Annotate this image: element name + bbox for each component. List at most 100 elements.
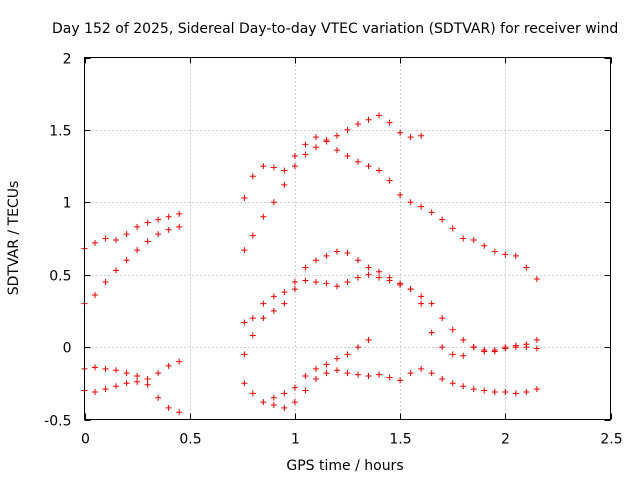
data-point — [386, 277, 393, 284]
data-point — [102, 386, 109, 393]
data-point — [397, 281, 404, 288]
data-point — [333, 248, 340, 255]
data-point — [260, 163, 267, 170]
data-point — [241, 194, 248, 201]
data-point — [312, 134, 319, 141]
data-point — [123, 231, 130, 238]
data-point — [291, 163, 298, 170]
data-point — [323, 361, 330, 368]
data-point — [533, 345, 540, 352]
data-point — [365, 264, 372, 271]
data-point — [344, 152, 351, 159]
data-point — [397, 377, 404, 384]
data-point — [260, 315, 267, 322]
data-point — [260, 399, 267, 406]
data-point — [533, 386, 540, 393]
data-point — [176, 358, 183, 365]
y-tick-label: 1.5 — [49, 124, 71, 140]
data-point — [312, 375, 319, 382]
data-point — [439, 315, 446, 322]
data-point — [155, 216, 162, 223]
data-point — [344, 278, 351, 285]
data-point — [144, 375, 151, 382]
data-point — [428, 329, 435, 336]
data-point — [92, 239, 99, 246]
data-point — [460, 235, 467, 242]
data-point — [113, 267, 120, 274]
data-point — [481, 387, 488, 394]
data-point — [407, 134, 414, 141]
data-point — [302, 264, 309, 271]
data-point — [533, 276, 540, 283]
data-point — [512, 252, 519, 259]
data-point — [241, 319, 248, 326]
data-point — [155, 394, 162, 401]
data-point — [123, 380, 130, 387]
data-point — [376, 112, 383, 119]
data-point — [365, 116, 372, 123]
series-sat-e — [241, 112, 425, 254]
data-point — [260, 300, 267, 307]
y-axis-label: SDTVAR / TECUs — [6, 181, 22, 296]
x-axis-label: GPS time / hours — [286, 458, 403, 474]
y-tick-label: -0.5 — [44, 414, 71, 430]
series-sat-f — [241, 134, 540, 283]
data-point — [407, 286, 414, 293]
data-point — [418, 203, 425, 210]
data-point — [144, 381, 151, 388]
data-point — [428, 370, 435, 377]
data-point — [123, 257, 130, 264]
x-tick-label: 1 — [291, 432, 300, 448]
data-point — [176, 409, 183, 416]
data-point — [365, 271, 372, 278]
data-point — [302, 141, 309, 148]
data-point — [355, 274, 362, 281]
data-point — [376, 268, 383, 275]
data-point — [281, 181, 288, 188]
x-tick-label: 0.5 — [179, 432, 201, 448]
data-point — [291, 399, 298, 406]
series-sat-i — [241, 365, 540, 411]
data-point — [470, 236, 477, 243]
data-point — [355, 344, 362, 351]
data-point — [386, 177, 393, 184]
data-point — [113, 367, 120, 374]
axis-ticks — [84, 57, 612, 421]
data-point — [312, 144, 319, 151]
data-point — [113, 236, 120, 243]
data-point — [249, 315, 256, 322]
data-point — [92, 291, 99, 298]
data-point — [502, 344, 509, 351]
data-point — [291, 286, 298, 293]
data-point — [428, 300, 435, 307]
series-sat-g — [241, 248, 540, 355]
data-point — [113, 383, 120, 390]
data-point — [270, 307, 277, 314]
data-point — [512, 390, 519, 397]
data-point — [155, 370, 162, 377]
data-point — [291, 278, 298, 285]
y-tick-label: 2 — [63, 52, 72, 68]
data-point — [355, 257, 362, 264]
data-point — [460, 336, 467, 343]
data-point — [144, 238, 151, 245]
data-point — [355, 158, 362, 165]
data-point — [249, 173, 256, 180]
data-point — [470, 386, 477, 393]
data-point — [418, 293, 425, 300]
data-point — [376, 167, 383, 174]
data-point — [407, 370, 414, 377]
data-point — [165, 404, 172, 411]
data-point — [312, 257, 319, 264]
data-point — [491, 388, 498, 395]
data-point — [302, 387, 309, 394]
data-point — [502, 388, 509, 395]
data-point — [449, 225, 456, 232]
data-point — [376, 371, 383, 378]
data-point — [249, 332, 256, 339]
data-point — [155, 231, 162, 238]
x-tick-label: 1.5 — [389, 432, 411, 448]
data-point — [241, 247, 248, 254]
